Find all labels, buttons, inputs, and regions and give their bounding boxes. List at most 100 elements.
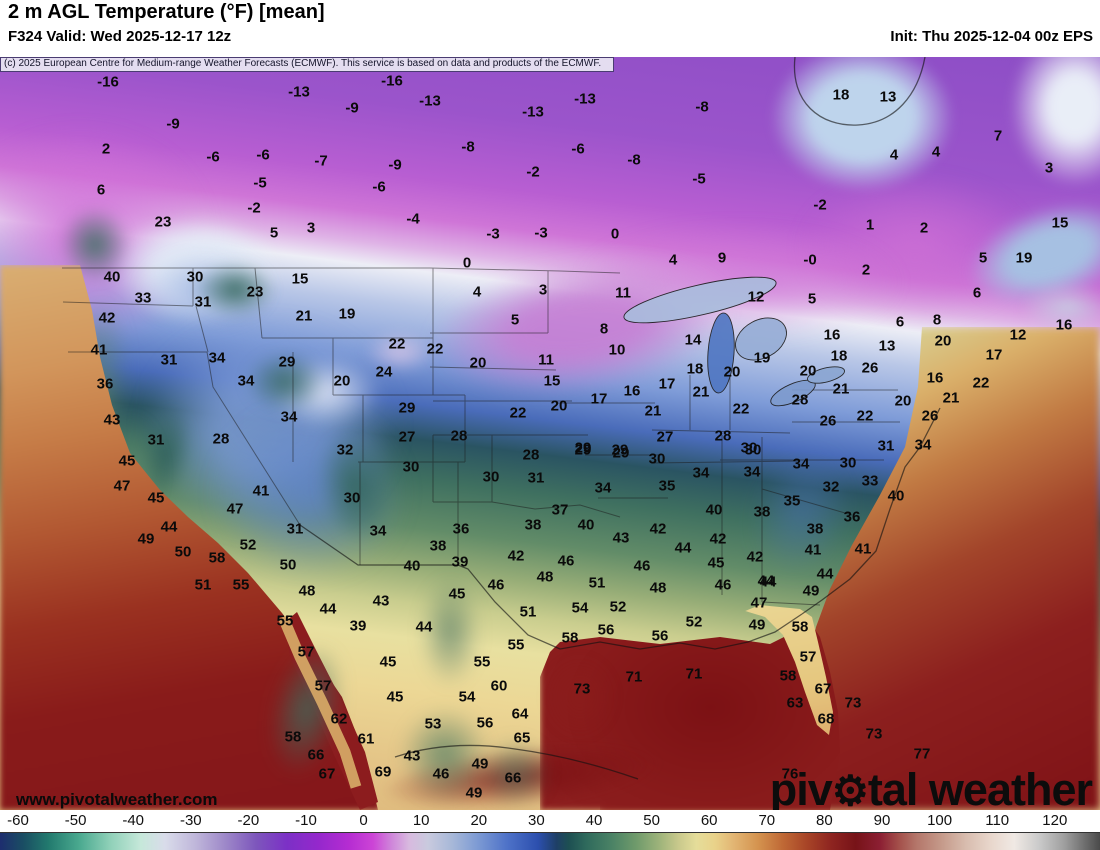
temp-label: 15	[1051, 214, 1069, 232]
temp-label: 55	[507, 636, 525, 654]
temp-label: -8	[461, 138, 475, 156]
temp-label: 45	[118, 452, 136, 470]
temp-label: 30	[402, 458, 420, 476]
colorbar-tick: -20	[237, 812, 260, 829]
temp-label: -13	[522, 103, 544, 121]
temp-label: 29	[278, 353, 296, 371]
temp-label: 51	[588, 574, 606, 592]
temp-label: 17	[590, 390, 608, 408]
temp-label: 44	[160, 518, 178, 536]
temp-label: 68	[817, 710, 835, 728]
temp-label: 44	[816, 565, 834, 583]
temp-label: 21	[942, 389, 960, 407]
temp-label: 73	[844, 694, 862, 712]
temp-label: 53	[424, 715, 442, 733]
temp-label: 50	[174, 543, 192, 561]
temp-label: 52	[239, 536, 257, 554]
temp-label: 20	[894, 392, 912, 410]
temp-label: 57	[297, 643, 315, 661]
temp-label: 67	[814, 680, 832, 698]
temp-label: 58	[791, 618, 809, 636]
temp-label: 26	[921, 407, 939, 425]
temp-label: 33	[134, 289, 152, 307]
temperature-label-layer: -16 -13 -16 -13 -13 -13 -9 -9 2 -6 -6 -7 -9 -8 -8 -8 -6 -…	[0, 57, 1100, 810]
temp-label: -2	[813, 196, 827, 214]
colorbar-tick: 120	[1042, 812, 1068, 829]
temp-label: -0	[803, 251, 817, 269]
temp-label: 12	[747, 288, 765, 306]
temp-label: 29	[574, 439, 592, 457]
temp-label: 6	[895, 313, 905, 331]
temp-label: -3	[534, 224, 548, 242]
temp-label: 55	[473, 653, 491, 671]
temp-label: 41	[252, 482, 270, 500]
temp-label: 22	[732, 400, 750, 418]
temp-label: 44	[757, 572, 775, 590]
temp-label: 18	[686, 360, 704, 378]
temp-label: 27	[656, 428, 674, 446]
temp-label: 36	[96, 375, 114, 393]
model-init-time: Init: Thu 2025-12-04 00z EPS	[890, 28, 1093, 45]
temp-label: 34	[208, 349, 226, 367]
temp-label: 16	[823, 326, 841, 344]
temp-label: 18	[832, 86, 850, 104]
temp-label: 14	[684, 331, 702, 349]
temp-label: 39	[451, 553, 469, 571]
temp-label: 49	[471, 755, 489, 773]
temp-label: 11	[615, 284, 631, 302]
temp-label: 33	[861, 472, 879, 490]
temp-label: 54	[571, 599, 589, 617]
temp-label: 60	[490, 677, 508, 695]
temp-label: 38	[524, 516, 542, 534]
temp-label: 1	[865, 216, 875, 234]
colorbar: -60 -50 -40 -30 -20 -10 0 10 20 30 40 50 60 70 80 90 100…	[0, 810, 1100, 850]
temp-label: 37	[551, 501, 569, 519]
temp-label: -7	[314, 152, 328, 170]
temp-label: 15	[291, 270, 309, 288]
temp-label: -5	[253, 174, 267, 192]
temp-label: 30	[839, 454, 857, 472]
temp-label: 20	[799, 362, 817, 380]
temp-label: 5	[807, 290, 817, 308]
temp-label: 50	[279, 556, 297, 574]
temp-label: 46	[714, 576, 732, 594]
temp-label: 23	[246, 283, 264, 301]
colorbar-tick: 110	[985, 812, 1010, 829]
temp-label: 17	[658, 375, 676, 393]
temp-label: 28	[212, 430, 230, 448]
temp-label: 36	[843, 508, 861, 526]
temp-label: 3	[538, 281, 548, 299]
temp-label: 31	[194, 293, 212, 311]
temp-label: 22	[388, 335, 406, 353]
temp-label: 10	[608, 341, 626, 359]
temp-label: 6	[972, 284, 982, 302]
temp-label: 45	[147, 489, 165, 507]
temp-label: 22	[426, 340, 444, 358]
temp-label: -13	[288, 83, 310, 101]
temp-label: 24	[375, 363, 393, 381]
temp-label: -4	[406, 210, 420, 228]
temp-label: -16	[97, 73, 119, 91]
temp-label: 42	[709, 530, 727, 548]
temp-label: 16	[623, 382, 641, 400]
temp-label: 45	[448, 585, 466, 603]
temp-label: 38	[806, 520, 824, 538]
temp-label: 42	[746, 548, 764, 566]
temp-label: 45	[707, 554, 725, 572]
temp-label: -8	[627, 151, 641, 169]
colorbar-tick: 70	[758, 812, 776, 829]
temp-label: 40	[403, 557, 421, 575]
temp-label: 20	[469, 354, 487, 372]
temp-label: 26	[819, 412, 837, 430]
temp-label: 4	[889, 146, 899, 164]
colorbar-tick: -50	[64, 812, 87, 829]
temp-label: 9	[717, 249, 727, 267]
temp-label: 40	[577, 516, 595, 534]
colorbar-tick: 20	[470, 812, 488, 829]
temp-label: 21	[644, 402, 662, 420]
temp-label: 47	[226, 500, 244, 518]
temp-label: 19	[338, 305, 356, 323]
temp-label: 77	[913, 745, 931, 763]
temp-label: 66	[307, 746, 325, 764]
